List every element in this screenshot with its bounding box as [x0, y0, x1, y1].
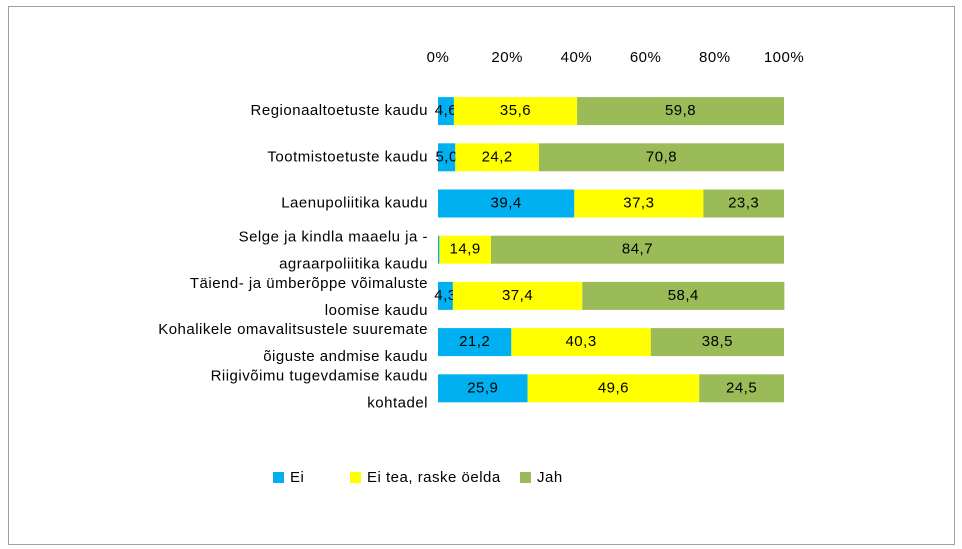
- data-label: 14,9: [450, 241, 481, 258]
- category-label: Riigivõimu tugevdamise kaudu: [211, 367, 428, 384]
- legend-swatch: [350, 472, 361, 483]
- bar-segment: [582, 281, 785, 310]
- bar-segment: [438, 235, 440, 264]
- data-label: 58,4: [668, 287, 699, 304]
- data-label: 25,9: [467, 379, 498, 396]
- x-tick-label: 80%: [699, 49, 731, 66]
- bar-segment: [699, 374, 784, 403]
- chart-frame: [8, 6, 955, 545]
- data-label: 5,0: [435, 148, 457, 165]
- bar-segment: [527, 374, 700, 403]
- data-label: 37,3: [623, 194, 654, 211]
- category-label: Täiend- ja ümberõppe võimaluste: [190, 275, 428, 292]
- category-label: Tootmistoetuste kaudu: [267, 148, 428, 165]
- data-label: 38,5: [702, 333, 733, 350]
- data-label: 24,2: [482, 148, 513, 165]
- bar-segment: [577, 97, 784, 126]
- data-label: 4,6: [435, 102, 457, 119]
- category-label: Selge ja kindla maaelu ja -: [239, 229, 428, 246]
- x-tick-label: 20%: [491, 49, 523, 66]
- bar-segment: [703, 189, 784, 218]
- x-tick-label: 60%: [630, 49, 662, 66]
- legend-label: Ei tea, raske öelda: [367, 469, 501, 486]
- category-label: loomise kaudu: [325, 302, 428, 319]
- bar-segment: [439, 235, 491, 264]
- data-label: 21,2: [459, 333, 490, 350]
- bar-segment: [453, 97, 578, 126]
- x-tick-label: 40%: [561, 49, 593, 66]
- bar-segment: [438, 281, 453, 310]
- bar-segment: [438, 97, 454, 126]
- data-label: 4,3: [434, 287, 456, 304]
- bar-segment: [574, 189, 704, 218]
- legend-swatch: [520, 472, 531, 483]
- data-label: 49,6: [598, 379, 629, 396]
- bar-segment: [438, 374, 528, 403]
- data-label: 37,4: [502, 287, 533, 304]
- data-label: 84,7: [622, 241, 653, 258]
- bar-segment: [650, 328, 784, 357]
- bar-segment: [511, 328, 651, 357]
- bar-segment: [539, 143, 784, 172]
- category-label: kohtadel: [367, 394, 428, 411]
- bar-segment: [438, 189, 575, 218]
- legend-label: Ei: [290, 469, 304, 486]
- legend-label: Jah: [537, 469, 563, 486]
- x-tick-label: 100%: [764, 49, 804, 66]
- bar-segment: [490, 235, 784, 264]
- category-label: Laenupoliitika kaudu: [281, 194, 428, 211]
- data-label: 35,6: [500, 102, 531, 119]
- x-tick-label: 0%: [427, 49, 450, 66]
- data-label: 39,4: [491, 194, 522, 211]
- category-label: agraarpoliitika kaudu: [279, 256, 428, 273]
- bar-segment: [455, 143, 540, 172]
- legend-swatch: [273, 472, 284, 483]
- category-label: õiguste andmise kaudu: [263, 348, 428, 365]
- bar-segment: [438, 143, 456, 172]
- category-label: Kohalikele omavalitsustele suuremate: [158, 321, 428, 338]
- bar-segment: [452, 281, 583, 310]
- data-label: 23,3: [728, 194, 759, 211]
- data-label: 40,3: [565, 333, 596, 350]
- category-label: Regionaaltoetuste kaudu: [251, 102, 428, 119]
- data-label: 24,5: [726, 379, 757, 396]
- bar-segment: [438, 328, 512, 357]
- data-label: 59,8: [665, 102, 696, 119]
- data-label: 70,8: [646, 148, 677, 165]
